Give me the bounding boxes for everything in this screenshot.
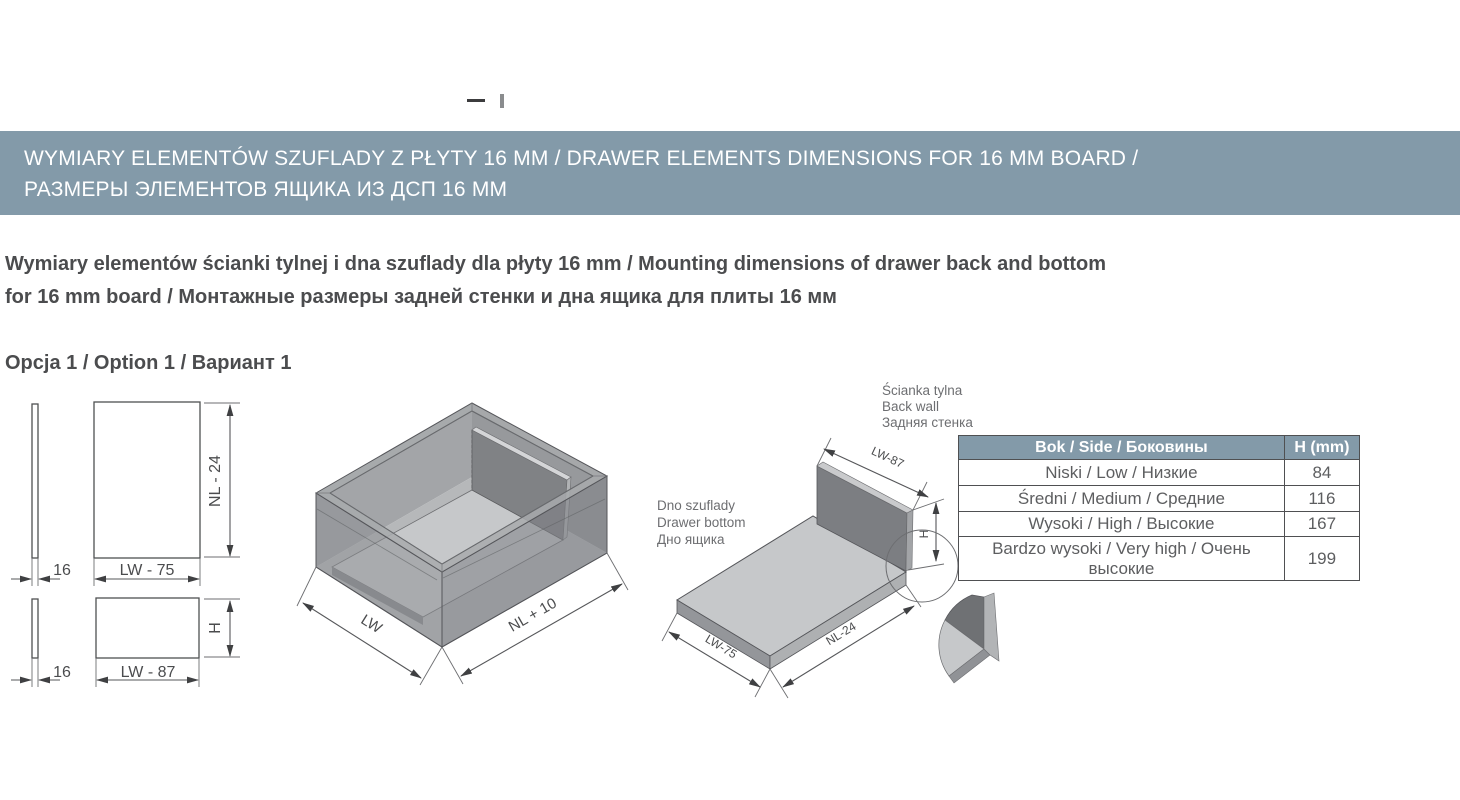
dim-iso-lw: LW: [358, 611, 386, 637]
h-cell: 199: [1283, 536, 1361, 581]
back-wall-label: Ścianka tylna Back wall Задняя стенка: [882, 383, 973, 430]
table-header-row: Bok / Side / Боковины H (mm): [958, 435, 1361, 460]
dim-h-2d: H: [207, 622, 224, 634]
h-cell: 84: [1283, 459, 1361, 486]
table-row: Bardzo wysoki / Very high / Очень высоки…: [958, 536, 1361, 581]
back-wall-2d-drawing: 16 LW - 75 NL - 24: [11, 401, 240, 586]
detail-circle: [885, 529, 959, 603]
side-cell: Wysoki / High / Высокие: [958, 511, 1285, 537]
col-header-h: H (mm): [1283, 435, 1361, 460]
dim-nl24: NL - 24: [207, 455, 224, 507]
side-cell: Średni / Medium / Средние: [958, 485, 1285, 512]
col-header-side: Bok / Side / Боковины: [958, 435, 1285, 460]
h-cell: 167: [1283, 511, 1361, 537]
option-heading: Opcja 1 / Option 1 / Вариант 1: [5, 352, 292, 374]
dim-16-bottom: 16: [53, 664, 71, 681]
joint-detail-view: [938, 592, 1000, 684]
section-subtitle: Wymiary elementów ścianki tylnej i dna s…: [5, 248, 1335, 314]
artifact-bar: [500, 94, 504, 108]
drawer-bottom-2d-drawing: 16 LW - 87 H: [11, 597, 240, 687]
h-cell: 116: [1283, 485, 1361, 512]
artifact-dash: [467, 99, 485, 102]
dim-panel-h: H: [917, 530, 931, 539]
table-row: Wysoki / High / Высокие 167: [958, 511, 1361, 537]
side-cell: Niski / Low / Низкие: [958, 459, 1285, 486]
side-cell: Bardzo wysoki / Very high / Очень высоки…: [958, 536, 1285, 581]
page-title-line1: WYMIARY ELEMENTÓW SZUFLADY Z PŁYTY 16 MM…: [24, 147, 1139, 170]
page-title-line2: РАЗМЕРЫ ЭЛЕМЕНТОВ ЯЩИКА ИЗ ДСП 16 ММ: [24, 178, 508, 201]
subtitle-line2: for 16 mm board / Монтажные размеры задн…: [5, 286, 837, 308]
iso-drawer-drawing: LW NL + 10: [296, 402, 629, 686]
subtitle-line1: Wymiary elementów ścianki tylnej i dna s…: [5, 253, 1106, 275]
side-height-table: Bok / Side / Боковины H (mm) Niski / Low…: [958, 435, 1361, 581]
table-row: Niski / Low / Низкие 84: [958, 459, 1361, 486]
dim-panel-lw87: LW-87: [869, 444, 906, 471]
header-band: WYMIARY ELEMENTÓW SZUFLADY Z PŁYTY 16 MM…: [0, 131, 1460, 215]
drawer-bottom-label: Dno szuflady Drawer bottom Дно ящика: [657, 498, 746, 547]
technical-drawings: 16 LW - 75 NL - 24 16 LW -: [11, 401, 1000, 699]
dim-lw75: LW - 75: [120, 562, 175, 579]
dim-lw87: LW - 87: [121, 664, 176, 681]
table-row: Średni / Medium / Средние 116: [958, 485, 1361, 512]
dim-16-top: 16: [53, 562, 71, 579]
iso-panel-drawing: LW-87 H LW-75 NL-24: [661, 437, 959, 699]
